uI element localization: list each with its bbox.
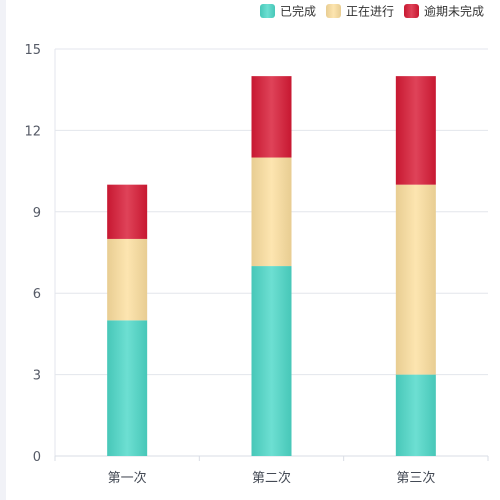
bar-segment-2[interactable]	[251, 157, 292, 267]
legend[interactable]: 逾期未完成 正在进行 已完成	[260, 4, 484, 19]
bar-segment-3[interactable]	[251, 76, 292, 158]
left-edge-strip	[0, 0, 6, 500]
legend-label[interactable]: 逾期未完成	[424, 4, 484, 19]
legend-label[interactable]: 已完成	[280, 4, 316, 19]
y-tick-label: 3	[33, 369, 41, 384]
bar-segment-3[interactable]	[107, 184, 148, 239]
y-tick-label: 6	[33, 287, 41, 302]
bar-segment-1[interactable]	[395, 374, 436, 456]
axis-labels: 0 3 6 9 12 15 第一次 第二次 第三次	[24, 43, 435, 486]
legend-swatch[interactable]	[260, 4, 275, 18]
y-tick-label: 12	[24, 124, 41, 139]
legend-swatch[interactable]	[326, 4, 341, 18]
x-category-label: 第一次	[108, 470, 147, 486]
bar-segment-1[interactable]	[251, 266, 292, 456]
bars	[107, 76, 436, 456]
x-category-label: 第三次	[396, 470, 435, 486]
bar-segment-3[interactable]	[395, 76, 436, 185]
legend-swatch[interactable]	[404, 4, 419, 18]
bar-segment-1[interactable]	[107, 320, 148, 456]
y-tick-label: 15	[24, 43, 41, 58]
y-tick-label: 9	[33, 206, 41, 221]
y-tick-label: 0	[33, 450, 41, 465]
x-category-label: 第二次	[252, 470, 291, 486]
bar-segment-2[interactable]	[107, 238, 148, 321]
bar-segment-2[interactable]	[395, 184, 436, 375]
legend-label[interactable]: 正在进行	[346, 5, 394, 19]
